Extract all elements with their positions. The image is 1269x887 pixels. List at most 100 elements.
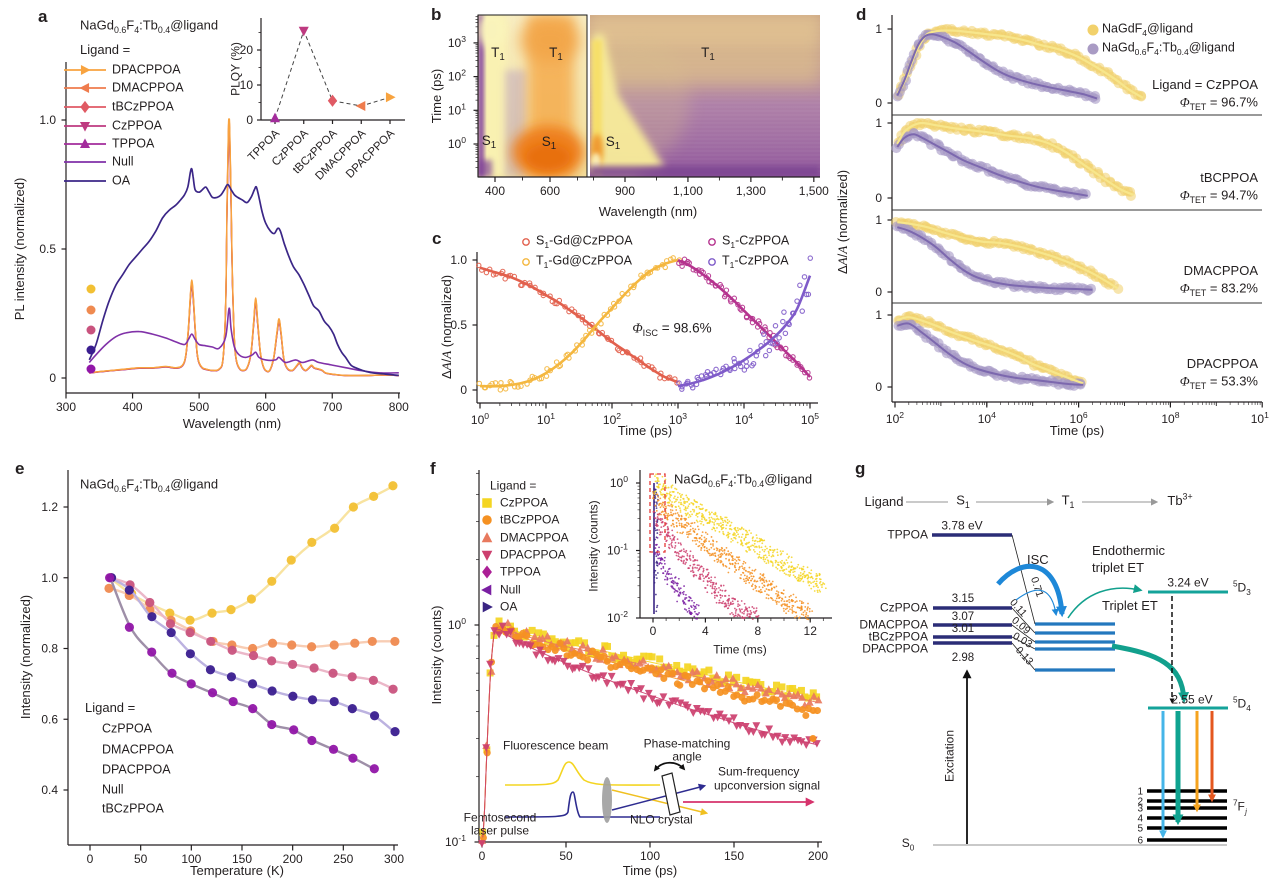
g-level-dpacppoa: DPACPPOA xyxy=(862,641,928,656)
panel-f-inset-ylabel: Intensity (counts) xyxy=(586,500,601,592)
legend-item-label: tBCzPPOA xyxy=(102,801,164,816)
legend-item-label: DMACPPOA xyxy=(112,80,184,95)
svg-text:200: 200 xyxy=(808,849,828,863)
svg-text:600: 600 xyxy=(256,400,276,414)
g-energy-5d3: 3.24 eV xyxy=(1167,575,1209,590)
legend-item-label: NaGd0.6F4:Tb0.4@ligand xyxy=(1102,40,1235,57)
legend-item-label: Null xyxy=(112,154,134,169)
g-energy-dpacppoa: 2.98 xyxy=(951,651,975,664)
panel-f-xlabel: Time (ps) xyxy=(622,863,678,879)
g-energy-5d4: 2.55 eV xyxy=(1171,692,1213,707)
panel-a-title: NaGd0.6F4:Tb0.4@ligand xyxy=(80,17,219,36)
panel-a-xlabel: Wavelength (nm) xyxy=(182,416,282,432)
svg-text:1: 1 xyxy=(875,213,882,227)
svg-text:103: 103 xyxy=(448,34,466,50)
svg-text:0: 0 xyxy=(87,852,94,866)
svg-text:800: 800 xyxy=(389,400,409,414)
svg-text:400: 400 xyxy=(485,184,505,198)
legend-item-label: T1-Gd@CzPPOA xyxy=(536,253,632,270)
panel-c-xlabel: Time (ps) xyxy=(617,423,673,439)
svg-text:0: 0 xyxy=(875,285,882,299)
g-level-tbczppoa: tBCzPPOA xyxy=(868,629,928,644)
diagram-label-nlo-crystal: NLO crystal xyxy=(630,812,693,827)
svg-text:5: 5 xyxy=(1137,824,1143,835)
g-label-isc: ISC xyxy=(1027,552,1049,568)
svg-text:10-1: 10-1 xyxy=(445,833,466,849)
svg-text:1: 1 xyxy=(1137,787,1143,798)
svg-text:105: 105 xyxy=(801,411,819,427)
panel-b-ylabel: Time (ps) xyxy=(429,68,445,124)
svg-text:1: 1 xyxy=(875,22,882,36)
diagram-label-phase-matching: Phase-matching xyxy=(643,736,731,751)
panel-a-ylabel: PL intensity (normalized) xyxy=(12,177,28,321)
legend-item-label: tBCzPPOA xyxy=(112,99,174,114)
diagram-label-sum-frequency: Sum-frequency xyxy=(718,764,800,779)
panel-f-inset-xlabel: Time (ms) xyxy=(713,642,767,657)
legend-item-label: DMACPPOA xyxy=(102,742,174,757)
svg-text:T1: T1 xyxy=(491,45,505,63)
legend-item-label: TPPOA xyxy=(112,136,155,151)
panel-d-phi-2: ΦTET = 94.7% xyxy=(1179,187,1258,206)
legend-item-label: T1-CzPPOA xyxy=(722,253,789,270)
legend-item-label: NaGdF4@ligand xyxy=(1102,21,1194,38)
legend-item-label: TPPOA xyxy=(500,564,541,579)
panel-a-legend-title: Ligand = xyxy=(80,42,131,58)
svg-text:108: 108 xyxy=(1161,410,1179,426)
diagram-label-angle: angle xyxy=(672,749,702,764)
svg-text:0: 0 xyxy=(650,624,657,638)
panel-d-xlabel: Time (ps) xyxy=(1049,423,1105,439)
panel-d-phi-1: ΦTET = 96.7% xyxy=(1179,94,1258,113)
panel-letter-d: d xyxy=(856,5,867,24)
svg-text:104: 104 xyxy=(735,411,753,427)
legend-item-label: DPACPPOA xyxy=(112,62,181,77)
g-level-dmacppoa: DMACPPOA xyxy=(859,617,928,632)
legend-item-label: Null xyxy=(500,582,521,597)
svg-text:T1: T1 xyxy=(701,45,715,63)
diagram-label-upconversion: upconversion signal xyxy=(714,778,821,793)
panel-d-phi-4: ΦTET = 53.3% xyxy=(1179,373,1258,392)
svg-text:0.5: 0.5 xyxy=(39,242,56,256)
svg-text:20: 20 xyxy=(240,43,254,57)
svg-text:104: 104 xyxy=(978,410,996,426)
svg-text:200: 200 xyxy=(283,852,303,866)
svg-text:1.2: 1.2 xyxy=(41,500,58,514)
panel-b-xlabel: Wavelength (nm) xyxy=(598,204,698,220)
svg-text:600: 600 xyxy=(540,184,560,198)
panel-e-ylabel: Intensity (normalized) xyxy=(18,594,34,720)
svg-text:6: 6 xyxy=(1137,836,1143,847)
svg-text:1: 1 xyxy=(875,116,882,130)
g-energy-tbczppoa: 3.01 xyxy=(951,622,975,635)
svg-text:400: 400 xyxy=(123,400,143,414)
svg-text:3: 3 xyxy=(1137,804,1143,815)
svg-text:0: 0 xyxy=(246,113,253,127)
g-header-s1: S1 xyxy=(956,492,970,511)
svg-text:S1: S1 xyxy=(542,134,556,152)
panel-letter-c: c xyxy=(432,229,442,248)
legend-item-label: DMACPPOA xyxy=(500,530,569,545)
panel-d-phi-3: ΦTET = 83.2% xyxy=(1179,280,1258,299)
g-term-5d4: 5D4 xyxy=(1233,695,1251,713)
legend-item-label: OA xyxy=(500,599,518,614)
g-level-czppoa: CzPPOA xyxy=(879,600,928,615)
g-label-endothermic: Endothermic xyxy=(1092,543,1165,559)
g-level-tppoa: TPPOA xyxy=(887,527,928,542)
panel-d-ligand-3: DMACPPOA xyxy=(1183,263,1258,279)
g-header-ligand: Ligand xyxy=(864,494,904,510)
svg-text:10-1: 10-1 xyxy=(607,542,628,558)
g-energy-czppoa: 3.15 xyxy=(951,592,975,605)
legend-item-label: OA xyxy=(112,173,131,188)
legend-item-label: S1-CzPPOA xyxy=(722,233,790,250)
svg-text:8: 8 xyxy=(754,624,761,638)
svg-text:300: 300 xyxy=(56,400,76,414)
svg-text:1,500: 1,500 xyxy=(799,184,829,198)
panel-e-legend-title: Ligand = xyxy=(85,700,136,716)
g-label-triplet-et-endo: triplet ET xyxy=(1092,560,1145,576)
panel-f-legend-title: Ligand = xyxy=(490,478,537,493)
svg-text:900: 900 xyxy=(615,184,635,198)
svg-text:102: 102 xyxy=(886,410,904,426)
panel-c-ylabel: ΔA/A (normalized) xyxy=(439,274,455,380)
svg-text:0: 0 xyxy=(49,371,56,385)
g-energy-tppoa: 3.78 eV xyxy=(941,518,983,533)
svg-text:1.0: 1.0 xyxy=(450,253,467,267)
legend-item-label: CzPPOA xyxy=(102,721,153,736)
